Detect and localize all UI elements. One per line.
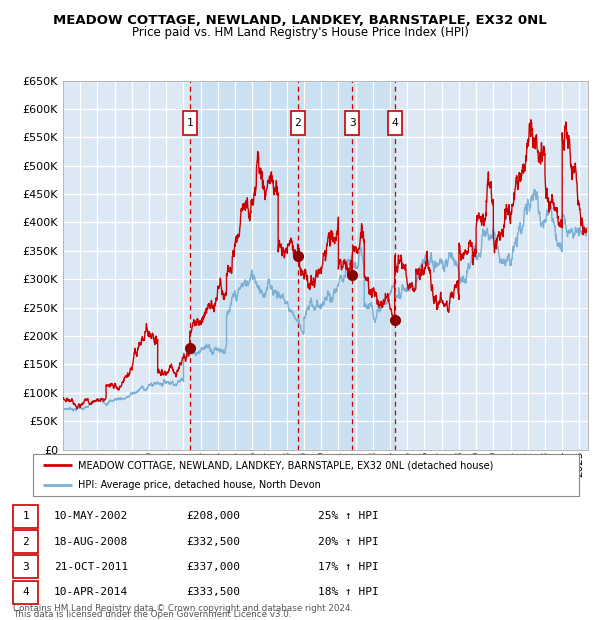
Text: 2: 2 [22, 536, 29, 546]
FancyBboxPatch shape [182, 111, 197, 135]
Text: 10-MAY-2002: 10-MAY-2002 [54, 511, 128, 521]
Text: 18% ↑ HPI: 18% ↑ HPI [318, 587, 379, 597]
Bar [190, 81, 395, 450]
Text: £332,500: £332,500 [186, 536, 240, 546]
Text: HPI: Average price, detached house, North Devon: HPI: Average price, detached house, Nort… [78, 480, 320, 490]
Text: Price paid vs. HM Land Registry's House Price Index (HPI): Price paid vs. HM Land Registry's House … [131, 26, 469, 39]
Text: Contains HM Land Registry data © Crown copyright and database right 2024.: Contains HM Land Registry data © Crown c… [13, 603, 353, 613]
Text: 4: 4 [22, 587, 29, 597]
Text: 25% ↑ HPI: 25% ↑ HPI [318, 511, 379, 521]
Bar [13, 530, 38, 553]
Bar [13, 505, 38, 528]
Text: 10-APR-2014: 10-APR-2014 [54, 587, 128, 597]
Text: £337,000: £337,000 [186, 562, 240, 572]
Text: 21-OCT-2011: 21-OCT-2011 [54, 562, 128, 572]
Text: MEADOW COTTAGE, NEWLAND, LANDKEY, BARNSTAPLE, EX32 0NL (detached house): MEADOW COTTAGE, NEWLAND, LANDKEY, BARNST… [78, 460, 493, 470]
Text: 3: 3 [22, 562, 29, 572]
Text: £208,000: £208,000 [186, 511, 240, 521]
Text: 1: 1 [22, 511, 29, 521]
FancyBboxPatch shape [345, 111, 359, 135]
Text: £333,500: £333,500 [186, 587, 240, 597]
Text: 1: 1 [187, 118, 193, 128]
Bar [13, 556, 38, 578]
Text: 20% ↑ HPI: 20% ↑ HPI [318, 536, 379, 546]
FancyBboxPatch shape [388, 111, 402, 135]
Text: MEADOW COTTAGE, NEWLAND, LANDKEY, BARNSTAPLE, EX32 0NL: MEADOW COTTAGE, NEWLAND, LANDKEY, BARNST… [53, 14, 547, 27]
Text: This data is licensed under the Open Government Licence v3.0.: This data is licensed under the Open Gov… [13, 609, 292, 619]
Text: 2: 2 [294, 118, 301, 128]
Text: 17% ↑ HPI: 17% ↑ HPI [318, 562, 379, 572]
Bar [13, 581, 38, 604]
FancyBboxPatch shape [290, 111, 305, 135]
Text: 18-AUG-2008: 18-AUG-2008 [54, 536, 128, 546]
Text: 4: 4 [391, 118, 398, 128]
Text: 3: 3 [349, 118, 356, 128]
